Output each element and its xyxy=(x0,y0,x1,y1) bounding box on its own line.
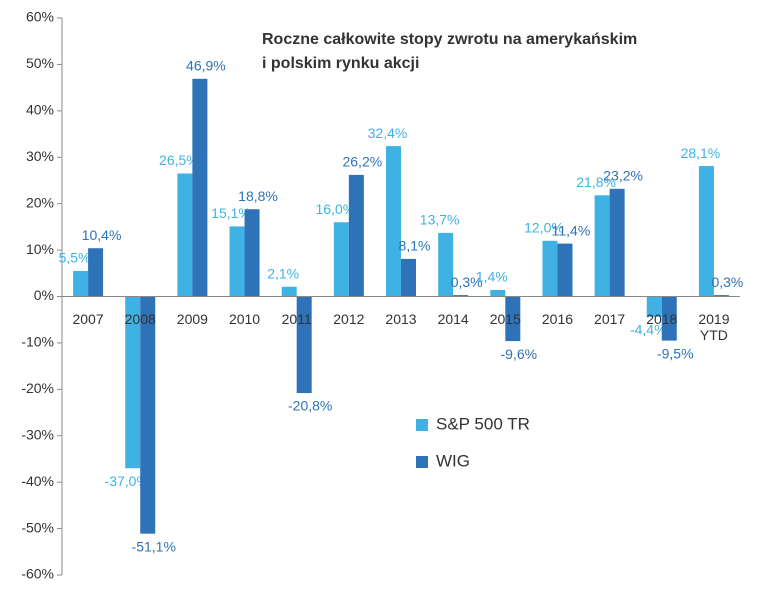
y-tick-label: -20% xyxy=(21,380,54,396)
data-label: 26,5% xyxy=(159,152,199,168)
bar xyxy=(646,296,662,317)
data-label: 10,4% xyxy=(82,227,122,243)
data-label: 8,1% xyxy=(399,238,431,254)
y-tick-label: -60% xyxy=(21,566,54,582)
data-label: 32,4% xyxy=(368,125,408,141)
bar xyxy=(140,296,156,534)
data-label: 0,3% xyxy=(711,274,743,290)
data-label: 2,1% xyxy=(267,265,299,281)
y-tick-label: 30% xyxy=(26,148,54,164)
bar xyxy=(401,258,416,297)
bar xyxy=(281,286,297,297)
data-label: 23,2% xyxy=(603,168,643,184)
legend-label: WIG xyxy=(436,451,470,470)
x-tick-label: 2018 xyxy=(646,310,678,327)
bar xyxy=(296,296,312,394)
bar xyxy=(348,174,364,297)
x-tick-label: 2017 xyxy=(594,310,626,327)
x-tick-label: 2016 xyxy=(541,310,574,327)
chart-title: Roczne całkowite stopy zwrotu na ameryka… xyxy=(262,31,638,72)
bar xyxy=(73,270,89,297)
data-label: 16,0% xyxy=(315,201,355,217)
bar xyxy=(386,146,401,297)
y-tick-label: -50% xyxy=(21,519,54,535)
x-tick-label: 2015 xyxy=(489,310,521,327)
y-tick-label: -40% xyxy=(21,473,54,489)
bar xyxy=(594,195,610,297)
bar xyxy=(229,226,245,297)
bar xyxy=(557,243,573,297)
bar xyxy=(713,295,729,297)
data-label: -9,5% xyxy=(657,345,694,361)
bar xyxy=(542,240,558,297)
data-label: 5,5% xyxy=(59,250,91,266)
y-tick-label: 20% xyxy=(26,194,54,210)
x-tick-label: 2014 xyxy=(437,310,469,327)
data-label: -4,4% xyxy=(630,322,667,338)
bar xyxy=(192,78,208,297)
bar xyxy=(698,166,714,297)
x-tick-label: 2007 xyxy=(72,310,104,327)
x-tick-label: 2012 xyxy=(333,310,365,327)
bar xyxy=(609,188,625,297)
bar xyxy=(661,296,677,341)
x-tick-label: 2013 xyxy=(385,310,417,327)
data-label: 18,8% xyxy=(238,188,278,204)
data-label: -20,8% xyxy=(288,398,332,414)
bar xyxy=(438,232,454,297)
data-label: 0,3% xyxy=(451,274,483,290)
data-label: -9,6% xyxy=(501,346,538,362)
data-label: 1,4% xyxy=(476,269,508,285)
y-tick-label: 60% xyxy=(26,9,54,25)
data-label: 12,0% xyxy=(524,220,564,236)
y-tick-label: 50% xyxy=(26,55,54,71)
x-tick-label: 2010 xyxy=(228,310,261,327)
y-tick-label: 0% xyxy=(34,287,54,303)
data-label: 46,9% xyxy=(186,58,226,74)
data-label: 21,8% xyxy=(576,174,616,190)
data-label: -51,1% xyxy=(132,538,176,554)
x-tick-label: 2011 xyxy=(281,310,312,327)
bar xyxy=(125,296,141,469)
data-label: 28,1% xyxy=(681,145,721,161)
y-tick-label: 10% xyxy=(26,241,54,257)
bar xyxy=(490,290,506,297)
bar xyxy=(453,295,469,297)
y-tick-label: 40% xyxy=(26,102,54,118)
bar xyxy=(505,296,521,342)
x-tick-label: 2008 xyxy=(124,310,156,327)
bar xyxy=(88,248,104,297)
data-label: 15,1% xyxy=(211,205,251,221)
data-label: -37,0% xyxy=(105,473,149,489)
data-label: 11,4% xyxy=(552,222,591,238)
legend-swatch xyxy=(416,456,428,468)
bar xyxy=(177,173,193,297)
legend-label: S&P 500 TR xyxy=(436,414,530,433)
data-label: 26,2% xyxy=(342,154,382,170)
data-label: 13,7% xyxy=(420,212,460,228)
legend-swatch xyxy=(416,419,428,431)
bar xyxy=(244,209,260,297)
bar xyxy=(333,222,349,297)
x-tick-label: 2019 YTD xyxy=(698,310,730,343)
x-tick-label: 2009 xyxy=(176,310,208,327)
y-tick-label: -10% xyxy=(21,334,54,350)
y-tick-label: -30% xyxy=(21,426,54,442)
